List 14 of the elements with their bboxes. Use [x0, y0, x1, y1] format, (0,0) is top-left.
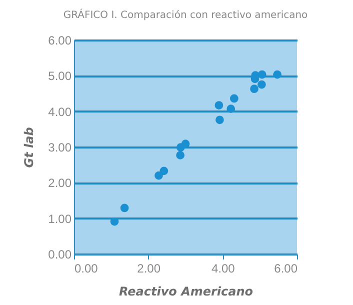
x-tick-label: 2.00 — [137, 262, 161, 276]
y-tick-label: 2.00 — [48, 176, 72, 190]
x-axis-title: Reactivo Americano — [118, 284, 254, 298]
y-tick-label: 5.00 — [48, 69, 72, 84]
x-tick-label: 0.00 — [74, 262, 98, 276]
y-tick-label: 4.00 — [48, 104, 72, 119]
chart-title: GRÁFICO I. Comparación con reactivo americano — [63, 8, 308, 21]
x-tick-label: 6.00 — [274, 262, 298, 276]
y-tick-label: 0.00 — [48, 248, 72, 262]
y-tick-label: 1.00 — [48, 212, 72, 226]
y-tick-label: 3.00 — [48, 140, 72, 154]
x-tick-label: 4.00 — [211, 262, 236, 276]
y-tick-label: 6.00 — [48, 34, 72, 48]
y-axis-title: Gt lab — [22, 126, 36, 168]
